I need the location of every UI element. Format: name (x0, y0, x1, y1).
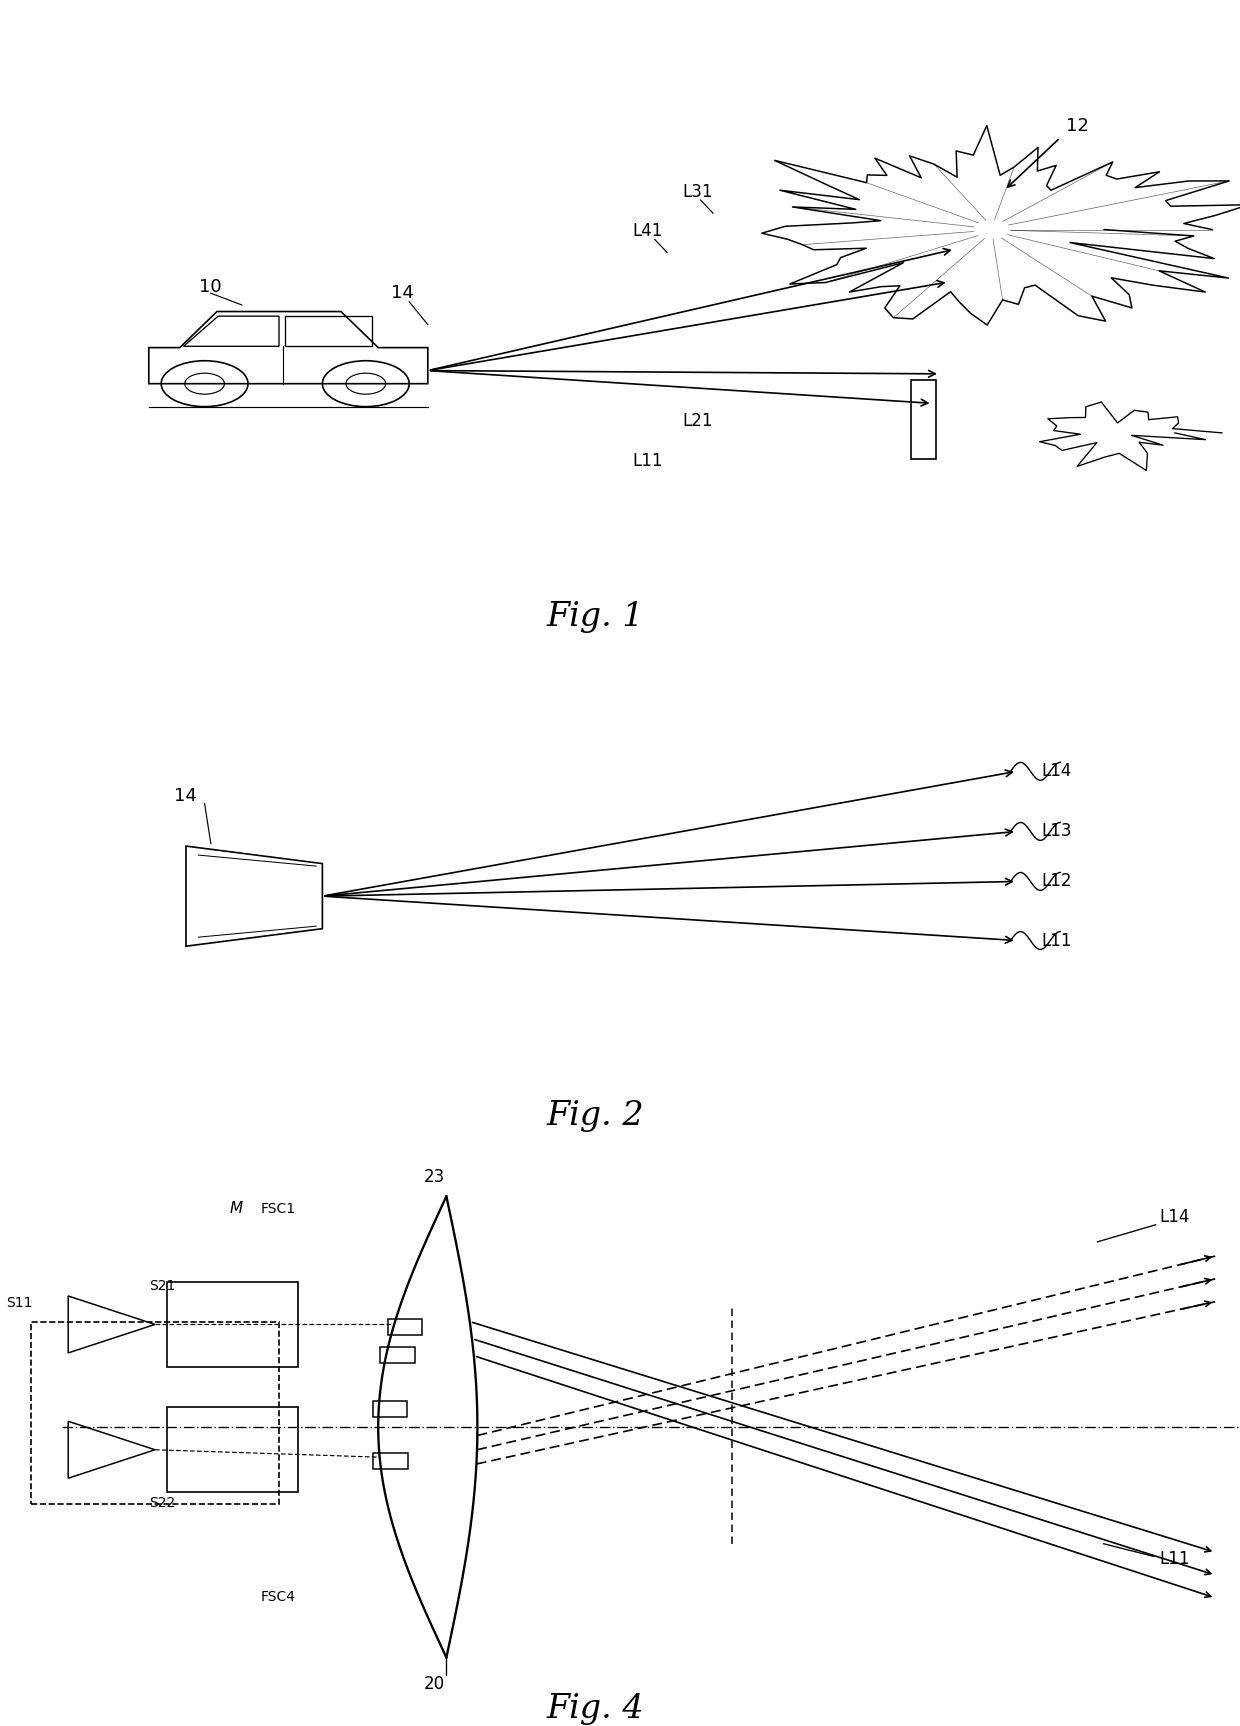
Bar (373, 1453, 408, 1469)
Text: L11: L11 (1042, 932, 1073, 949)
Text: FSC1: FSC1 (260, 1203, 295, 1217)
Text: Fig. 4: Fig. 4 (547, 1693, 644, 1724)
Bar (388, 1319, 423, 1334)
Text: S22: S22 (149, 1496, 175, 1510)
Text: S21: S21 (149, 1279, 175, 1293)
Text: 20: 20 (423, 1674, 445, 1693)
Bar (381, 1348, 415, 1364)
Text: FSC4: FSC4 (260, 1590, 295, 1603)
Text: L11: L11 (632, 452, 663, 469)
Bar (167, 1282, 298, 1367)
Text: L14: L14 (1159, 1208, 1189, 1225)
Text: L31: L31 (682, 183, 713, 200)
Bar (372, 1402, 407, 1417)
Text: L13: L13 (1042, 822, 1073, 841)
Text: 10: 10 (200, 278, 222, 295)
Text: 23: 23 (423, 1169, 445, 1186)
Bar (167, 1407, 298, 1493)
Text: Fig. 1: Fig. 1 (547, 601, 644, 632)
Text: L14: L14 (1042, 763, 1071, 780)
Text: L11: L11 (1159, 1550, 1190, 1567)
Text: L12: L12 (1042, 872, 1073, 891)
Text: 14: 14 (174, 787, 196, 804)
Text: L41: L41 (632, 223, 662, 240)
Bar (31, 1322, 279, 1503)
Text: 14: 14 (391, 285, 413, 302)
Text: 12: 12 (1066, 117, 1089, 135)
Text: S11: S11 (6, 1296, 32, 1310)
Text: L21: L21 (682, 413, 713, 430)
Text: M: M (229, 1201, 243, 1217)
Text: Fig. 2: Fig. 2 (547, 1101, 644, 1132)
